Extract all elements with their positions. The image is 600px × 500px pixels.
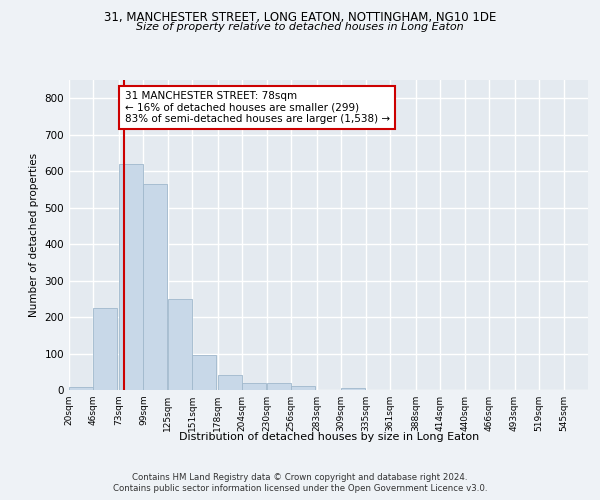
Text: Size of property relative to detached houses in Long Eaton: Size of property relative to detached ho… bbox=[136, 22, 464, 32]
Text: 31, MANCHESTER STREET, LONG EATON, NOTTINGHAM, NG10 1DE: 31, MANCHESTER STREET, LONG EATON, NOTTI… bbox=[104, 11, 496, 24]
Text: Distribution of detached houses by size in Long Eaton: Distribution of detached houses by size … bbox=[179, 432, 479, 442]
Bar bbox=[291, 386, 315, 390]
Bar bbox=[143, 184, 167, 390]
Y-axis label: Number of detached properties: Number of detached properties bbox=[29, 153, 39, 317]
Text: Contains HM Land Registry data © Crown copyright and database right 2024.: Contains HM Land Registry data © Crown c… bbox=[132, 472, 468, 482]
Bar bbox=[218, 374, 242, 390]
Bar bbox=[242, 384, 266, 390]
Bar bbox=[119, 164, 143, 390]
Text: 31 MANCHESTER STREET: 78sqm
← 16% of detached houses are smaller (299)
83% of se: 31 MANCHESTER STREET: 78sqm ← 16% of det… bbox=[125, 91, 389, 124]
Bar bbox=[341, 388, 365, 390]
Bar bbox=[267, 384, 290, 390]
Bar bbox=[168, 299, 191, 390]
Bar bbox=[94, 308, 117, 390]
Text: Contains public sector information licensed under the Open Government Licence v3: Contains public sector information licen… bbox=[113, 484, 487, 493]
Bar bbox=[69, 387, 93, 390]
Bar bbox=[193, 356, 216, 390]
